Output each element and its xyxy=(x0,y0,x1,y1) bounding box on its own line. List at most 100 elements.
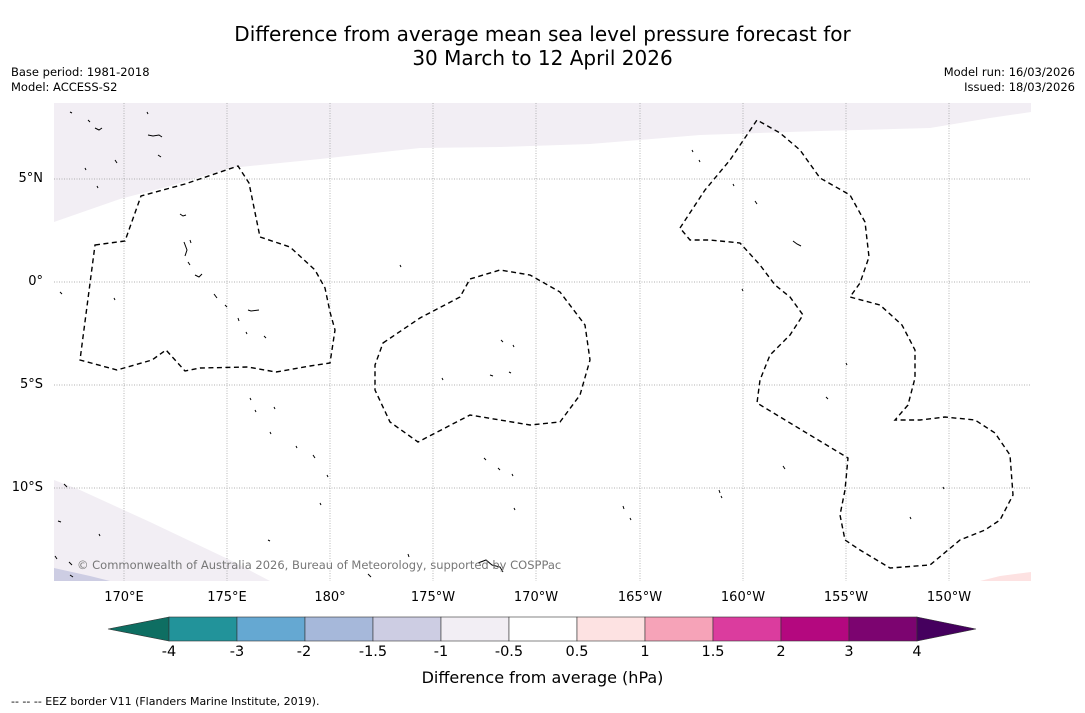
copyright-notice: © Commonwealth of Australia 2026, Bureau… xyxy=(77,558,562,572)
island xyxy=(96,185,99,189)
colorbar xyxy=(107,616,977,642)
island xyxy=(477,559,504,573)
islands xyxy=(54,111,945,578)
island xyxy=(249,397,252,401)
island xyxy=(114,159,118,164)
island xyxy=(792,240,802,247)
island xyxy=(295,445,298,449)
island xyxy=(489,374,494,377)
map-title: Difference from average mean sea level p… xyxy=(0,22,1085,70)
lon-label-150w: 150°W xyxy=(926,590,972,605)
island xyxy=(754,200,758,205)
island xyxy=(87,119,91,123)
colorbar-tick-label: 1 xyxy=(640,644,650,660)
lat-label-0: 0° xyxy=(28,274,43,289)
island xyxy=(513,507,516,511)
island xyxy=(194,273,203,278)
island xyxy=(508,371,512,374)
colorbar-bin xyxy=(712,616,782,642)
eez-border-kiribati-phoenix xyxy=(374,269,591,443)
colorbar-bin xyxy=(168,616,238,642)
island xyxy=(720,495,723,499)
anomaly-region-southwest-deep xyxy=(54,568,110,581)
anomaly-region-north xyxy=(54,103,1031,222)
lon-label-175w: 175°W xyxy=(410,590,456,605)
colorbar-extend-low xyxy=(107,616,170,642)
model-run: Model run: 16/03/2026 xyxy=(943,65,1075,79)
lon-label-155w: 155°W xyxy=(823,590,869,605)
colorbar-tick-label: -1.5 xyxy=(358,644,388,660)
island xyxy=(367,573,372,578)
island xyxy=(187,261,191,266)
island xyxy=(84,167,87,171)
graticule xyxy=(54,103,1031,581)
island xyxy=(511,473,514,477)
island xyxy=(213,293,218,299)
lon-label-175e: 175°E xyxy=(207,590,247,605)
island xyxy=(407,553,410,558)
island xyxy=(782,465,786,470)
lon-label-180: 180° xyxy=(314,590,346,605)
lon-label-160w: 160°W xyxy=(720,590,766,605)
island xyxy=(500,339,504,343)
island xyxy=(94,127,103,131)
island xyxy=(483,457,487,461)
island xyxy=(732,183,735,187)
island xyxy=(69,574,74,578)
island xyxy=(741,288,744,292)
lat-label-5n: 5°N xyxy=(18,171,44,186)
island xyxy=(183,241,188,257)
island xyxy=(57,520,62,523)
lon-label-170w: 170°W xyxy=(513,590,559,605)
colorbar-tick-label: 0.5 xyxy=(565,644,589,660)
colorbar-bin xyxy=(440,616,510,642)
island xyxy=(247,309,260,312)
colorbar-tick-label: -3 xyxy=(229,644,245,660)
meta-left: Base period: 1981-2018 Model: ACCESS-S2 xyxy=(11,65,150,95)
island xyxy=(267,539,271,542)
island xyxy=(245,331,248,335)
island xyxy=(497,467,501,471)
lon-label-170e: 170°E xyxy=(104,590,144,605)
island xyxy=(237,317,240,322)
island xyxy=(113,297,116,301)
island xyxy=(845,362,848,366)
island xyxy=(942,486,945,490)
island xyxy=(622,505,625,510)
island xyxy=(263,335,267,339)
meta-right: Model run: 16/03/2026 Issued: 18/03/2026 xyxy=(944,65,1075,95)
colorbar-bin xyxy=(780,616,850,642)
island xyxy=(69,111,73,114)
eez-border-kiribati-line xyxy=(679,119,1014,569)
island xyxy=(441,377,444,381)
island xyxy=(63,483,68,488)
colorbar-bin xyxy=(644,616,714,642)
island xyxy=(512,344,515,348)
colorbar-tick-label: -4 xyxy=(161,644,177,660)
island xyxy=(179,213,187,217)
colorbar-tick-label: 2 xyxy=(776,644,786,660)
lat-label-10s: 10°S xyxy=(11,480,43,495)
island xyxy=(269,431,272,435)
colorbar-bin xyxy=(848,616,918,642)
island xyxy=(319,502,322,506)
issued-date: Issued: 18/03/2026 xyxy=(964,80,1075,94)
island xyxy=(326,474,329,478)
island xyxy=(312,454,316,459)
colorbar-tick-label: 1.5 xyxy=(701,644,725,660)
colorbar-tick-label: -1 xyxy=(433,644,449,660)
colorbar-tick-label: -2 xyxy=(296,644,312,660)
map-area[interactable] xyxy=(54,103,1031,581)
island xyxy=(68,561,73,566)
colorbar-tick-label: 4 xyxy=(912,644,922,660)
island xyxy=(147,134,163,138)
island xyxy=(254,409,257,413)
base-period: Base period: 1981-2018 xyxy=(11,65,150,79)
island xyxy=(59,291,63,295)
colorbar-bin xyxy=(304,616,374,642)
island xyxy=(909,516,912,520)
island xyxy=(157,154,162,158)
island xyxy=(189,239,192,244)
model-name: Model: ACCESS-S2 xyxy=(11,80,118,94)
